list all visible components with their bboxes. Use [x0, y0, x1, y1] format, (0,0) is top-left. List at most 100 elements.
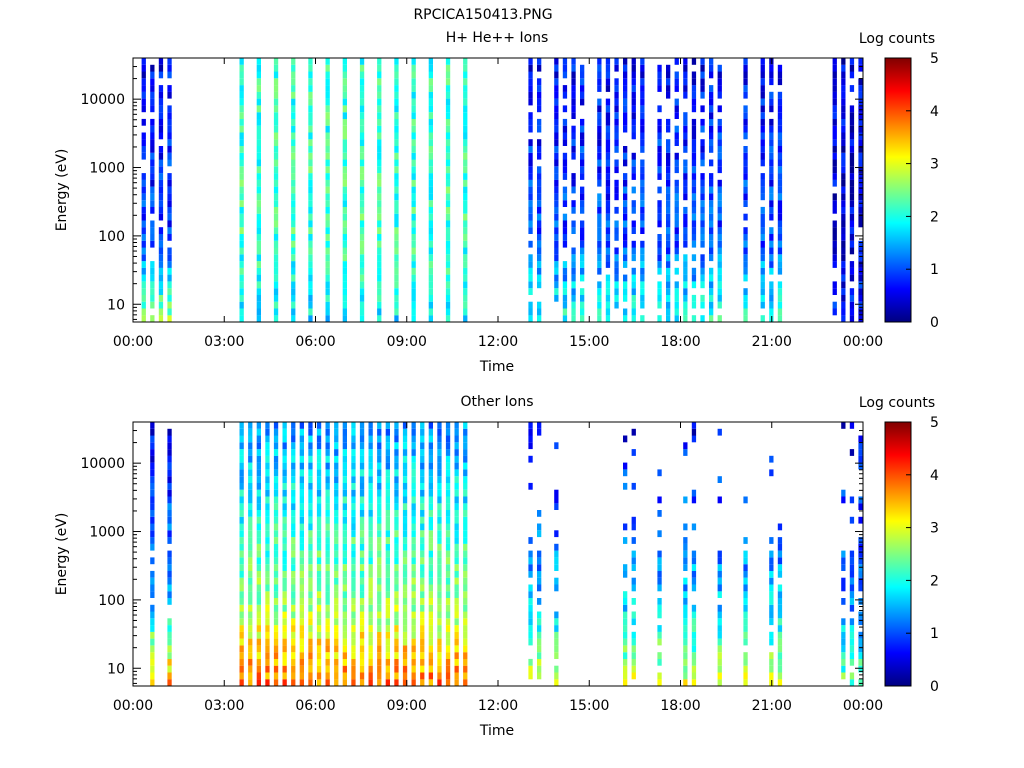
heatmap-cell [832, 301, 837, 309]
heatmap-cell [717, 315, 722, 322]
x-tick-label: 12:00 [478, 334, 518, 350]
heatmap-cell [463, 118, 468, 126]
heatmap-cell [674, 112, 679, 119]
heatmap-cell [377, 523, 382, 531]
heatmap-cell [428, 625, 433, 632]
heatmap-cell [743, 638, 748, 646]
heatmap-cell [769, 227, 774, 234]
heatmap-cell [760, 240, 765, 248]
heatmap-cell [674, 152, 679, 160]
heatmap-cell [394, 159, 399, 167]
heatmap-cell [402, 665, 408, 673]
heatmap-cell [273, 301, 279, 309]
heatmap-cell [562, 267, 568, 275]
heatmap-cell [554, 200, 559, 207]
heatmap-cell [437, 537, 442, 544]
heatmap-cell [256, 564, 261, 571]
heatmap-cell [554, 530, 559, 538]
heatmap-cell [411, 665, 416, 673]
heatmap-cell [605, 98, 611, 106]
heatmap-cell [282, 611, 287, 619]
heatmap-cell [291, 78, 296, 86]
heatmap-cell [368, 469, 373, 477]
heatmap-cell [445, 564, 451, 571]
heatmap-cell [657, 213, 662, 221]
heatmap-cell [760, 71, 765, 79]
heatmap-cell [849, 58, 855, 65]
heatmap-cell [325, 166, 330, 174]
heatmap-cell [769, 557, 774, 565]
heatmap-cell [308, 220, 313, 228]
heatmap-cell [858, 584, 863, 592]
heatmap-cell [394, 193, 399, 201]
heatmap-cell [849, 672, 855, 680]
heatmap-cell [325, 672, 330, 680]
heatmap-cell [640, 294, 645, 302]
heatmap-cell [256, 489, 261, 497]
heatmap-cell [623, 315, 628, 322]
heatmap-cell [402, 645, 408, 653]
heatmap-cell [150, 294, 155, 302]
heatmap-cell [554, 672, 559, 680]
heatmap-cell [657, 64, 662, 72]
heatmap-cell [849, 288, 855, 295]
heatmap-cell [265, 489, 270, 497]
heatmap-cell [631, 564, 636, 571]
heatmap-cell [631, 200, 636, 207]
heatmap-cell [623, 631, 628, 639]
heatmap-cell [308, 503, 313, 510]
heatmap-cell [420, 604, 425, 612]
heatmap-cell [308, 98, 313, 106]
heatmap-cell [411, 240, 416, 248]
heatmap-cell [849, 591, 855, 598]
heatmap-cell [273, 665, 279, 673]
heatmap-cell [308, 598, 313, 605]
heatmap-cell [605, 58, 611, 65]
heatmap-cell [248, 435, 253, 443]
heatmap-cell [402, 476, 408, 483]
heatmap-cell [299, 557, 304, 565]
heatmap-cell [657, 132, 662, 140]
heatmap-cell [841, 247, 846, 255]
heatmap-cell [308, 591, 313, 598]
heatmap-cell [239, 288, 244, 295]
heatmap-cell [428, 288, 433, 295]
heatmap-cell [377, 482, 382, 490]
heatmap-cell [325, 85, 330, 92]
heatmap-cell [334, 469, 339, 477]
heatmap-cell [325, 422, 330, 429]
heatmap-cell [674, 200, 679, 207]
heatmap-cell [394, 125, 399, 133]
heatmap-cell [359, 173, 365, 180]
heatmap-cell [141, 91, 146, 99]
heatmap-cell [666, 315, 671, 322]
heatmap-cell [849, 631, 855, 639]
heatmap-cell [614, 274, 619, 282]
heatmap-cell [420, 570, 425, 578]
x-tick-label: 06:00 [295, 334, 335, 350]
heatmap-cell [445, 247, 451, 255]
heatmap-cell [631, 584, 636, 592]
heatmap-cell [256, 315, 261, 322]
heatmap-cell [769, 125, 774, 133]
heatmap-cell [359, 530, 365, 538]
heatmap-cell [411, 428, 416, 436]
heatmap-cell [158, 247, 164, 255]
heatmap-cell [394, 200, 399, 207]
heatmap-cell [428, 489, 433, 497]
heatmap-cell [700, 64, 705, 72]
heatmap-cell [368, 462, 373, 470]
heatmap-cell [256, 672, 261, 680]
heatmap-cell [777, 227, 783, 234]
heatmap-cell [291, 294, 296, 302]
heatmap-cell [150, 159, 155, 167]
heatmap-cell [158, 85, 164, 92]
heatmap-cell [167, 112, 172, 119]
heatmap-cell [256, 267, 261, 275]
heatmap-cell [849, 516, 855, 524]
heatmap-cell [614, 301, 619, 309]
heatmap-cell [273, 78, 279, 86]
heatmap-cell [291, 570, 296, 578]
heatmap-cell [402, 462, 408, 470]
heatmap-cell [623, 645, 628, 653]
